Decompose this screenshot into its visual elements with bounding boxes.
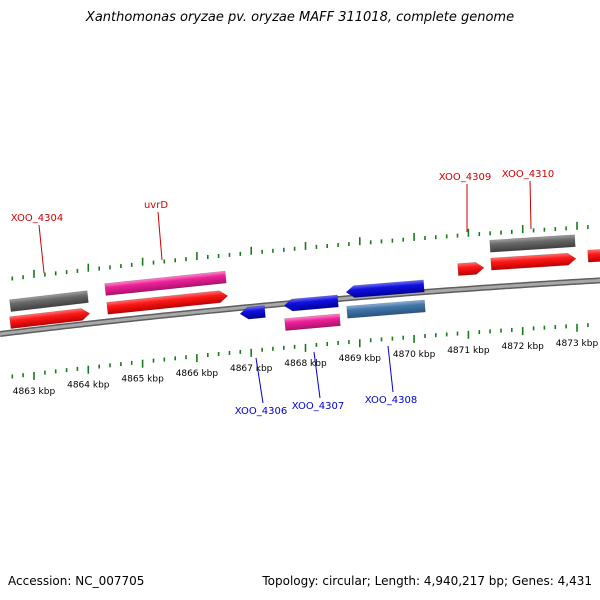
gene-feature [489, 234, 576, 253]
scale-label: 4872 kbp [501, 342, 544, 352]
gene-feature [346, 299, 426, 319]
scale-label: 4871 kbp [447, 346, 490, 356]
scale-label: 4864 kbp [67, 381, 110, 391]
gene-feature [345, 279, 425, 298]
label-leader [157, 211, 163, 261]
genes-layer [9, 234, 600, 331]
gene-feature [239, 305, 266, 320]
gene-feature [106, 290, 229, 315]
ticks-layer: 4863 kbp 4864 kbp 4865 kbp 4866 kbp 4867 kbp… [11, 221, 599, 397]
leaders-layer [38, 180, 532, 404]
gene-feature [587, 249, 600, 263]
gene-label: XOO_4306 [235, 406, 287, 417]
scale-label: 4868 kbp [284, 359, 327, 369]
labels-layer: XOO_4304 uvrD XOO_4309 XOO_4310 XOO_4306 XOO_… [11, 169, 554, 417]
gene-feature [457, 262, 485, 276]
gene-feature [9, 308, 91, 330]
gene-feature [284, 313, 341, 331]
gene-feature [104, 270, 227, 296]
label-leader [313, 351, 321, 399]
gene-label: XOO_4304 [11, 213, 63, 224]
label-leader [529, 180, 532, 230]
scale-label: 4867 kbp [230, 364, 273, 374]
gene-feature [9, 290, 89, 313]
gene-label: XOO_4310 [502, 169, 554, 180]
scale-label: 4869 kbp [339, 354, 382, 364]
gene-label: XOO_4309 [439, 172, 491, 183]
scale-label: 4863 kbp [13, 387, 56, 397]
label-leader [38, 224, 45, 274]
map-title: Xanthomonas oryzae pv. oryzae MAFF 31101… [85, 10, 515, 25]
gene-label: XOO_4308 [365, 395, 417, 406]
gene-feature [490, 252, 577, 271]
gene-label: uvrD [144, 200, 168, 211]
scale-label: 4866 kbp [176, 369, 219, 379]
gene-label: XOO_4307 [292, 401, 344, 412]
scale-label: 4873 kbp [556, 339, 599, 349]
label-leader [255, 357, 264, 404]
topology-summary: Topology: circular; Length: 4,940,217 bp… [262, 574, 592, 588]
scale-label: 4865 kbp [121, 375, 164, 385]
accession-text: Accession: NC_007705 [8, 574, 145, 588]
label-leader [387, 345, 394, 393]
scale-label: 4870 kbp [393, 350, 436, 360]
gene-feature [283, 294, 339, 312]
